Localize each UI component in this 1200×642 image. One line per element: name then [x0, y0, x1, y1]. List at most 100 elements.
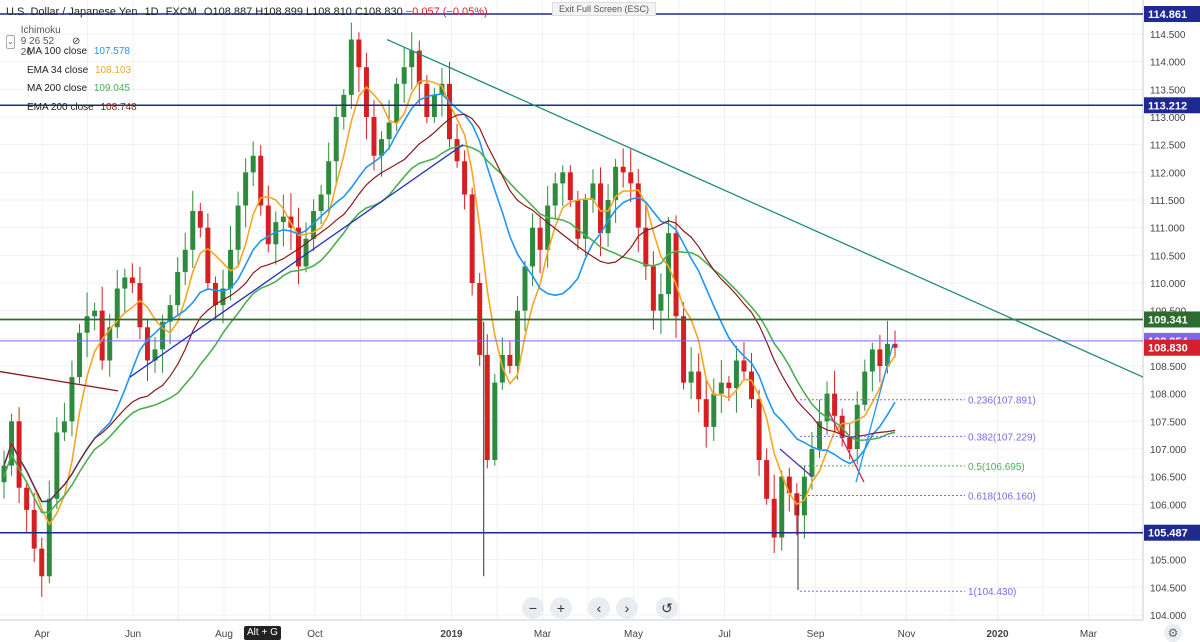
candle-body [484, 354, 490, 461]
zoom-in-button[interactable]: + [550, 597, 572, 619]
ema200-value: 108.748 [100, 102, 137, 113]
candle-body [1, 465, 7, 483]
x-tick-label: 2020 [986, 629, 1009, 640]
hide-eye-icon[interactable]: ⊘ [72, 36, 81, 47]
exit-fullscreen-button[interactable]: Exit Full Screen (ESC) [552, 2, 657, 16]
candle-body [235, 205, 241, 250]
candle-body [31, 509, 37, 549]
candle-body [401, 67, 407, 84]
candle-body [447, 83, 452, 140]
candle-body [212, 283, 218, 306]
candle-body [386, 122, 392, 140]
candle-body [598, 183, 604, 234]
candle-body [77, 332, 83, 378]
candle-body [273, 222, 279, 245]
candle-body [265, 205, 271, 245]
fib-level-label: 0.236(107.891) [968, 396, 1036, 407]
candle-body [129, 277, 135, 283]
ema200-label: EMA 200 close [27, 102, 94, 113]
candle-body [711, 393, 717, 427]
channel-red-line [827, 409, 865, 483]
fib-level-label: 1(104.430) [968, 587, 1016, 598]
candle-body [114, 288, 120, 328]
candle-body [832, 393, 838, 416]
scroll-left-button[interactable]: ‹ [588, 597, 610, 619]
ema34-line [3, 79, 896, 526]
candle-body [628, 172, 634, 184]
source-label: FXCM [165, 6, 197, 18]
ema200-row: EMA 200 close 108.748 [27, 102, 137, 113]
interval-label: 1D [144, 6, 159, 18]
ma100-line [3, 93, 896, 503]
candle-body [862, 371, 868, 405]
candle-body [643, 227, 649, 267]
collapse-legend-button[interactable]: ⌄ [6, 34, 15, 49]
ema34-value: 108.103 [94, 65, 132, 76]
candle-body [228, 249, 234, 289]
y-tick-label: 106.000 [1150, 500, 1187, 511]
candle-body [243, 172, 249, 206]
settings-gear-icon[interactable]: ⚙ [1164, 624, 1182, 642]
zoom-out-button[interactable]: − [522, 597, 544, 619]
reset-chart-button[interactable]: ↺ [656, 597, 678, 619]
x-tick-label: Apr [34, 629, 50, 640]
candle-body [137, 283, 143, 328]
y-tick-label: 104.000 [1150, 611, 1187, 622]
candle-body [590, 183, 596, 200]
candle-body [718, 382, 724, 394]
candle-body [665, 233, 671, 295]
x-tick-label: Jun [125, 629, 141, 640]
candle-body [552, 183, 558, 206]
candle-body [167, 305, 173, 322]
y-tick-label: 111.500 [1150, 196, 1185, 207]
candle-body [144, 327, 150, 361]
ma200-value: 109.045 [93, 83, 130, 94]
candle-body [567, 172, 573, 200]
candle-body [311, 211, 317, 239]
candle-body [786, 476, 792, 494]
price-tag [1144, 311, 1200, 328]
candle-body [160, 321, 166, 350]
y-tick-label: 105.000 [1150, 556, 1187, 567]
candle-body [54, 432, 60, 499]
price-tag [1144, 524, 1200, 541]
x-tick-label: Aug [215, 629, 233, 640]
price-tag-label: 109.341 [1148, 314, 1188, 326]
ascending-trendline [129, 144, 464, 378]
candle-body [295, 227, 301, 267]
symbol-title: U.S. Dollar / Japanese Yen 1D FXCM O108.… [6, 6, 488, 18]
y-tick-label: 110.500 [1150, 251, 1186, 262]
candle-body [545, 205, 551, 250]
x-tick-label: Oct [307, 629, 323, 640]
candle-body [409, 50, 415, 68]
candle-body [771, 498, 777, 538]
candle-body [582, 200, 588, 239]
scroll-right-button[interactable]: › [616, 597, 638, 619]
candle-body [175, 271, 181, 306]
y-tick-label: 106.500 [1150, 473, 1187, 484]
candle-body [107, 327, 113, 361]
candle-body [424, 83, 430, 117]
ohlc-values: O108.887 H108.899 L108.810 C108.830 [203, 6, 403, 18]
price-tag-label: 108.830 [1148, 343, 1188, 355]
y-tick-label: 113.500 [1150, 85, 1186, 96]
candle-body [280, 216, 286, 223]
candle-body [869, 349, 875, 372]
price-tag-label: 105.487 [1148, 528, 1188, 540]
candle-body [560, 172, 566, 184]
y-tick-label: 108.000 [1150, 390, 1187, 401]
candle-body [620, 166, 626, 173]
candle-body [416, 50, 422, 84]
price-tag [1144, 97, 1200, 114]
candle-body [530, 227, 536, 267]
candle-body [16, 421, 22, 488]
fib-level-label: 0.5(106.695) [968, 462, 1025, 473]
candle-body [348, 39, 354, 95]
ema200-extension-line [0, 370, 119, 392]
y-tick-label: 113.000 [1150, 113, 1186, 124]
goto-shortcut-badge[interactable]: Alt + G [244, 626, 281, 640]
ma200-line [3, 144, 896, 514]
candle-body [122, 277, 128, 289]
candle-body [688, 371, 694, 383]
